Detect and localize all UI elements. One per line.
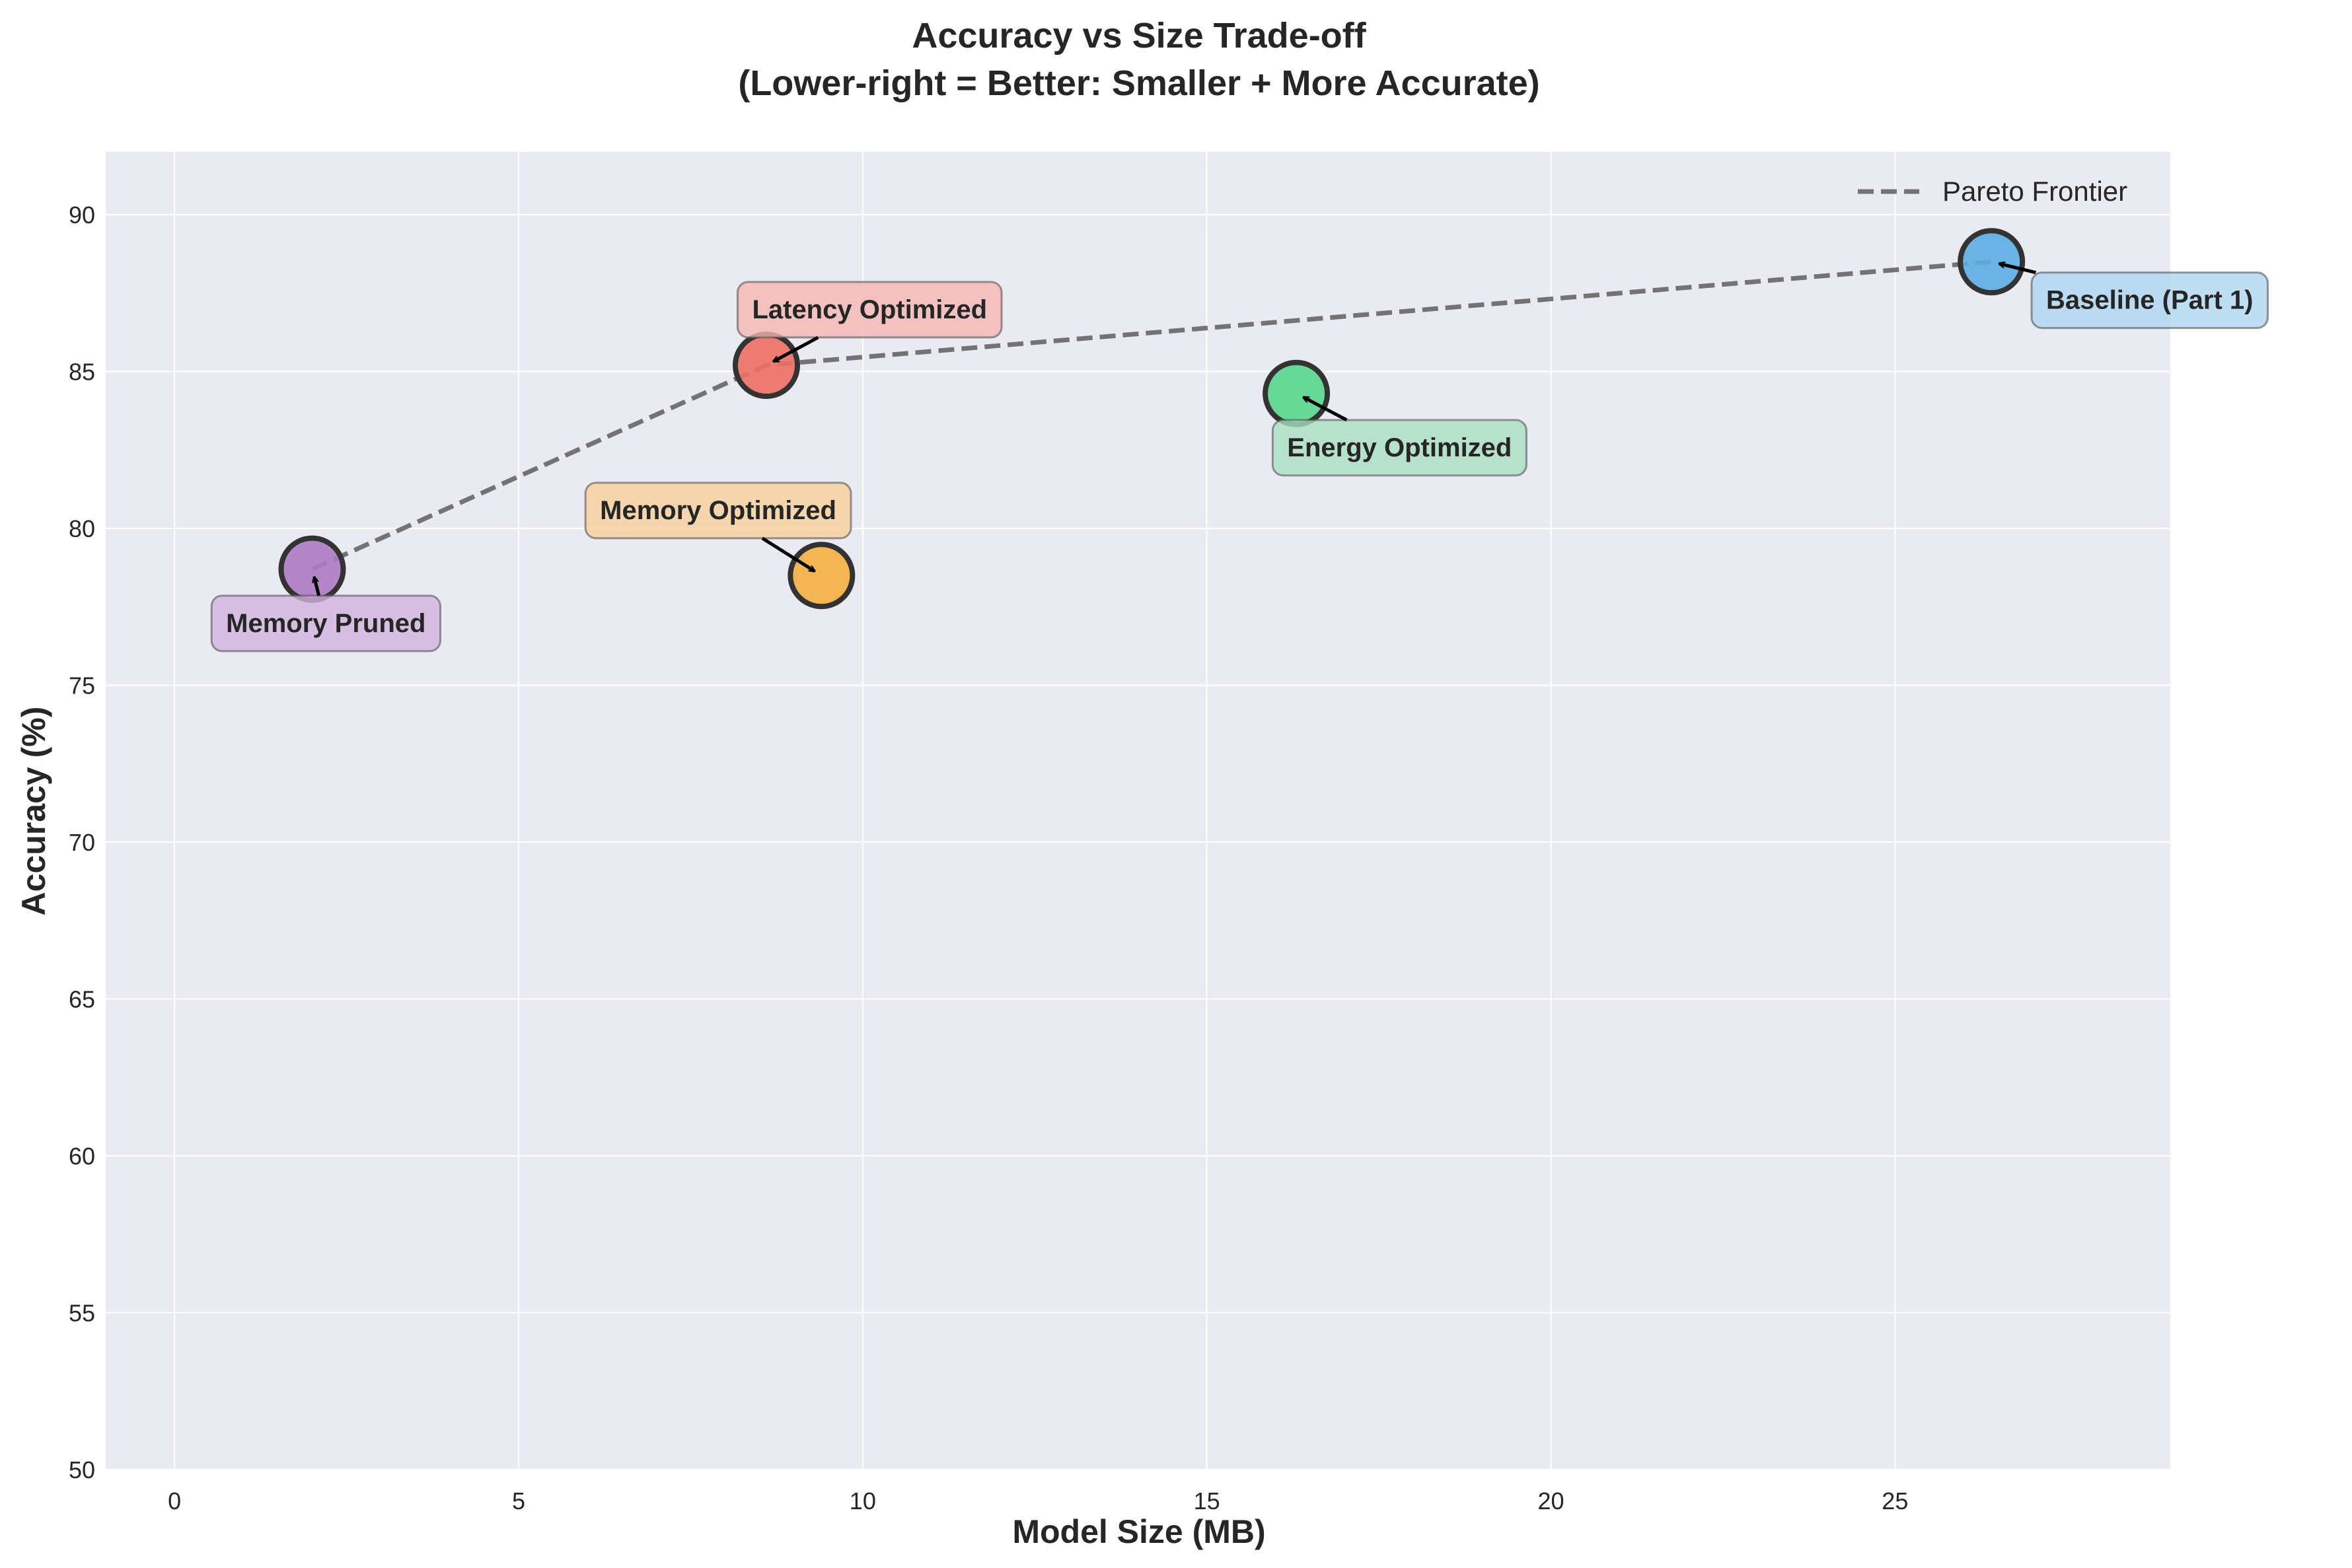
annotation-box [210, 594, 441, 653]
y-axis-label: Accuracy (%) [15, 707, 52, 916]
annotation-box [584, 481, 852, 540]
plot-area [106, 152, 2170, 1470]
x-tick-label: 15 [1194, 1487, 1220, 1515]
point-baseline-part-1 [1958, 228, 2026, 296]
annotation-arrow [761, 536, 815, 573]
annotation-baseline-part-1: Baseline (Part 1) [1999, 264, 2269, 330]
x-axis-label: Model Size (MB) [1012, 1513, 1265, 1550]
legend: Pareto Frontier [1858, 176, 2127, 207]
chart-title: Accuracy vs Size Trade-off [912, 16, 1366, 55]
x-tick-label: 5 [512, 1487, 525, 1515]
grid-lines [106, 152, 2170, 1470]
annotation-label: Baseline (Part 1) [2046, 286, 2253, 315]
y-tick-label: 70 [69, 829, 95, 856]
annotation-label: Memory Pruned [226, 609, 425, 638]
annotation-arrow [314, 577, 321, 596]
annotation-label: Latency Optimized [752, 295, 987, 324]
annotation-arrow [774, 336, 819, 363]
y-tick-label: 75 [69, 672, 95, 699]
y-tick-label: 90 [69, 201, 95, 229]
x-tick-label: 10 [850, 1487, 876, 1515]
annotation-box [736, 281, 1003, 339]
point-latency-optimized [733, 332, 800, 399]
y-tick-label: 80 [69, 515, 95, 542]
y-tick-label: 50 [69, 1456, 95, 1483]
annotation-arrow [1304, 396, 1348, 422]
annotation-arrow [1999, 264, 2037, 275]
annotation-energy-optimized: Energy Optimized [1271, 396, 1527, 477]
y-tick-label: 65 [69, 986, 95, 1013]
y-tick-label: 55 [69, 1300, 95, 1327]
point-memory-pruned [278, 535, 346, 603]
annotation-latency-optimized: Latency Optimized [736, 281, 1003, 363]
x-tick-label: 0 [168, 1487, 181, 1515]
point-energy-optimized [1263, 359, 1331, 427]
annotation-memory-optimized: Memory Optimized [584, 481, 852, 573]
annotation-box [1271, 419, 1527, 477]
annotation-label: Energy Optimized [1287, 433, 1512, 462]
y-tick-label: 60 [69, 1143, 95, 1170]
chart-subtitle: (Lower-right = Better: Smaller + More Ac… [738, 63, 1539, 103]
y-tick-label: 85 [69, 359, 95, 386]
legend-pareto-frontier-label: Pareto Frontier [1942, 176, 2127, 207]
annotation-box [2030, 271, 2269, 330]
point-annotations: Baseline (Part 1) Latency Optimized Energy… [210, 264, 2269, 653]
x-axis-ticks: 0 5 10 15 20 25 [168, 1487, 1908, 1515]
y-axis-ticks: 50 55 60 65 70 75 80 85 90 [69, 201, 95, 1483]
annotation-label: Memory Optimized [600, 496, 836, 525]
x-tick-label: 20 [1537, 1487, 1564, 1515]
point-memory-optimized [788, 542, 856, 610]
annotation-memory-pruned: Memory Pruned [210, 577, 441, 653]
x-tick-label: 25 [1882, 1487, 1908, 1515]
